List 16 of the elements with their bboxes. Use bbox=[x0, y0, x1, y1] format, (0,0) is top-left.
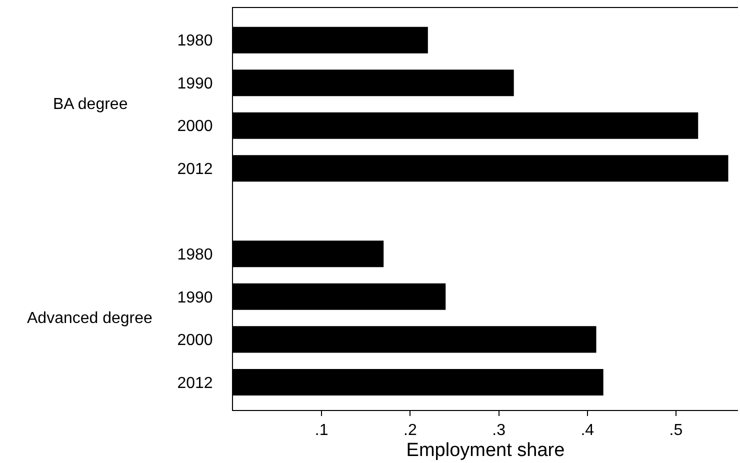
y-tick-label: 2000 bbox=[177, 118, 213, 136]
x-tick-label: .2 bbox=[404, 422, 417, 440]
text: BA degree bbox=[53, 96, 128, 113]
x-tick-label: .5 bbox=[669, 422, 683, 440]
x-tick-label: .3 bbox=[492, 422, 506, 440]
y-tick-label: 2012 bbox=[177, 160, 213, 178]
y-tick-label: 1990 bbox=[177, 75, 213, 92]
y-tick-label: 1980 bbox=[177, 246, 213, 264]
x-tick-label: .1 bbox=[314, 422, 328, 440]
y-tick-label: 1980 bbox=[177, 32, 213, 50]
y-tick-label: 1990 bbox=[177, 289, 213, 306]
text: Advanced degree bbox=[27, 310, 153, 327]
x-tick-label: .4 bbox=[580, 422, 594, 440]
x-axis-title: Employment share bbox=[406, 440, 565, 461]
y-tick-label: 2012 bbox=[177, 374, 213, 392]
y-tick-label: 2000 bbox=[177, 332, 213, 350]
